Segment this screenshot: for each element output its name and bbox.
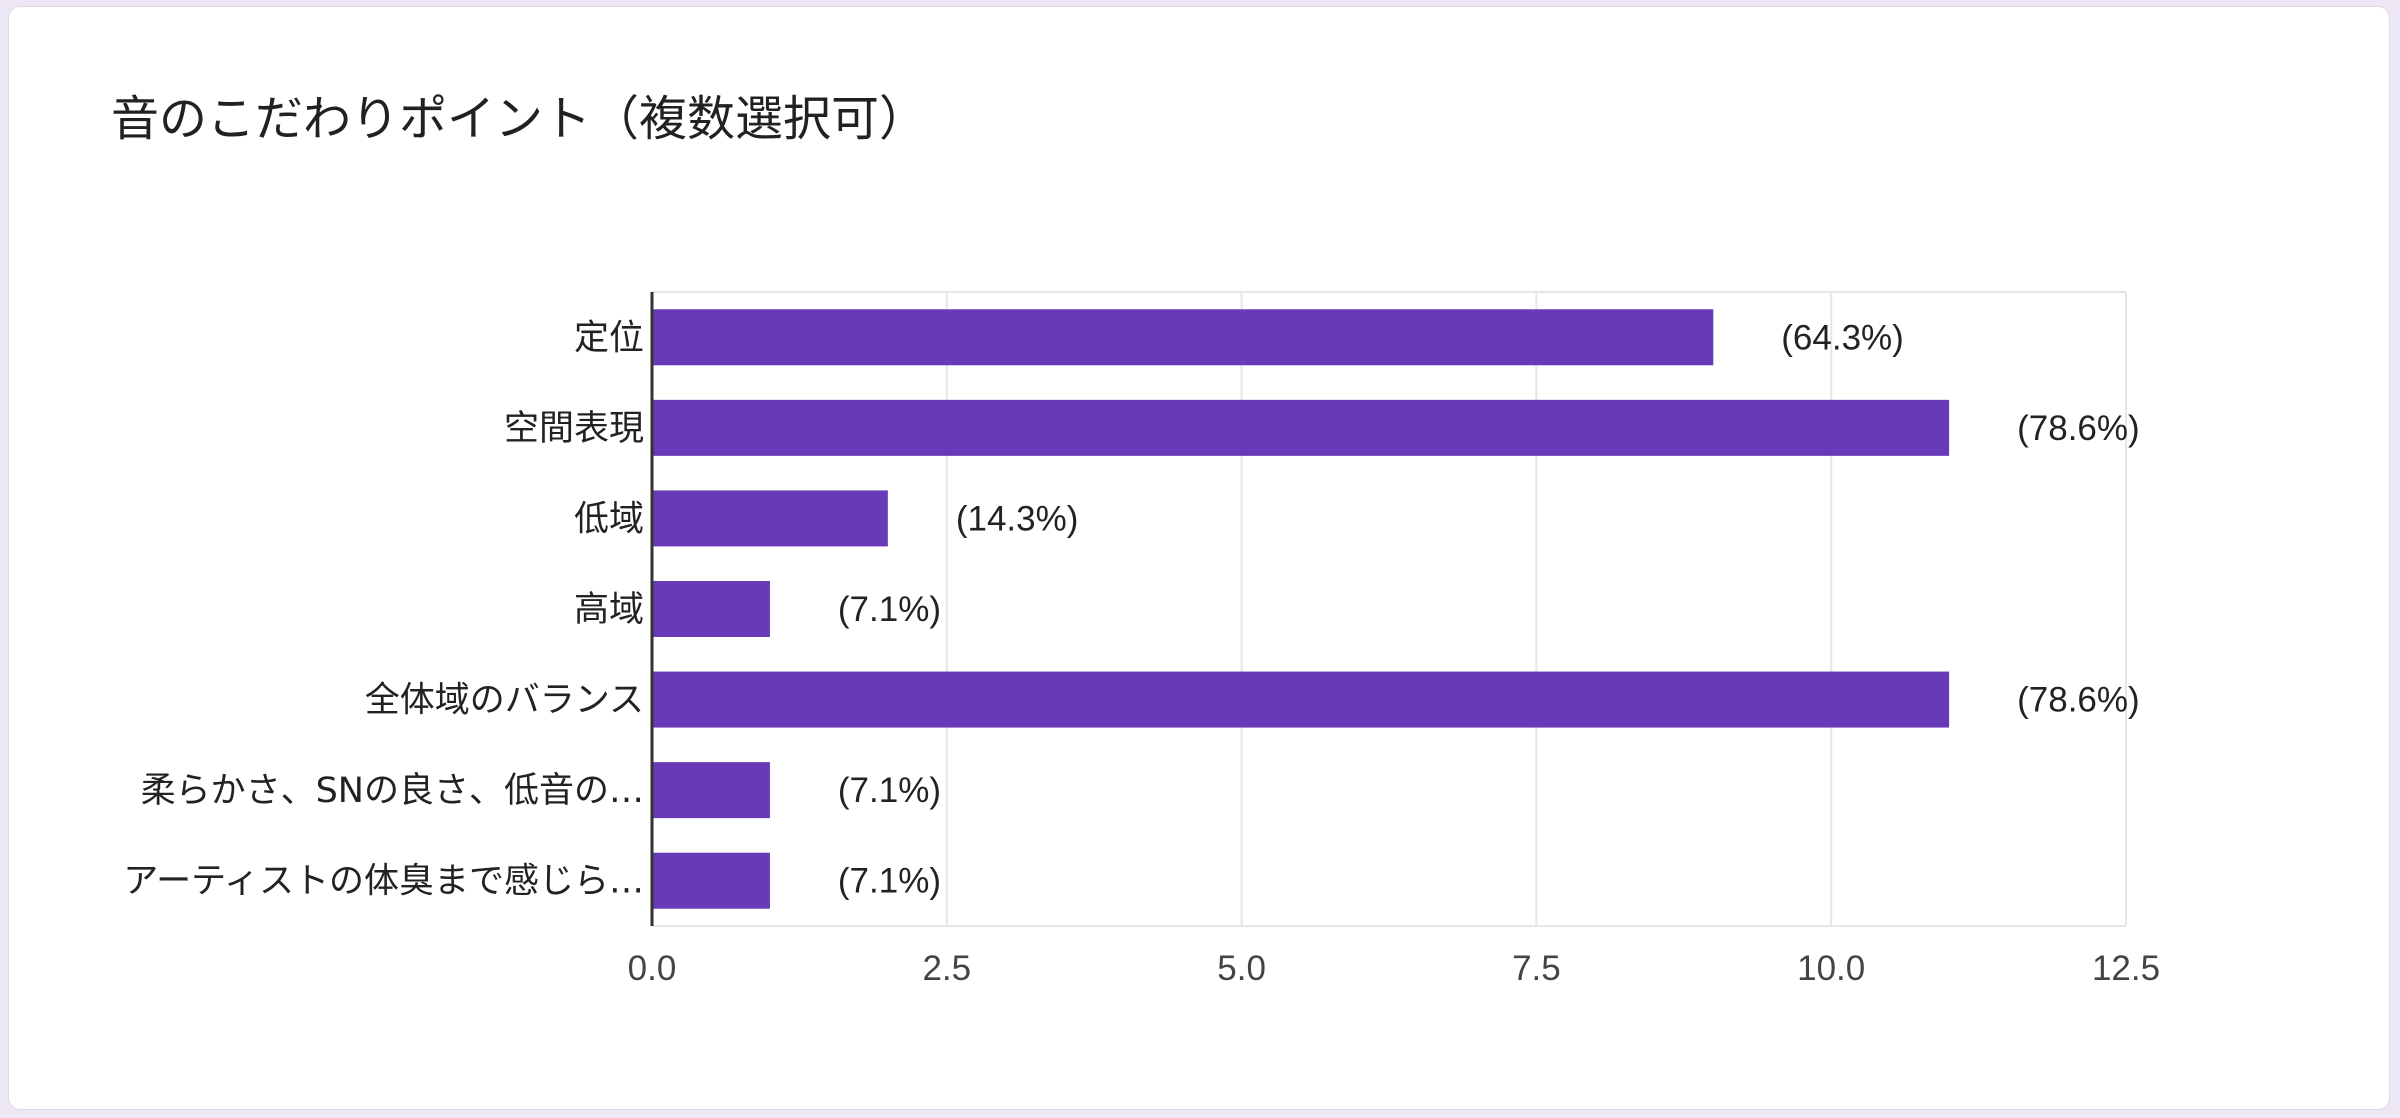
data-label: (7.1%)	[838, 590, 941, 629]
bars	[652, 309, 1950, 909]
x-tick-label: 12.5	[2092, 949, 2160, 988]
x-tick-label: 2.5	[922, 949, 971, 988]
bar	[652, 490, 888, 547]
category-label: 定位	[574, 318, 644, 358]
grid-lines	[652, 291, 2127, 927]
data-label: (7.1%)	[838, 771, 941, 810]
labels: 0.0 2.5 5.0 7.5 10.0 12.5 定位 (64.3%) 空間表現 (78.6%)…	[123, 318, 2160, 988]
category-label: 高域	[574, 590, 644, 630]
bar	[652, 581, 770, 637]
bar	[652, 399, 1950, 456]
data-label: (7.1%)	[838, 862, 941, 901]
data-label: (64.3%)	[1781, 318, 1904, 357]
data-label: (78.6%)	[2017, 409, 2140, 448]
category-label: 柔らかさ、SNの良さ、低音の…	[141, 771, 644, 811]
x-tick-label: 7.5	[1512, 949, 1561, 988]
bar	[652, 309, 1714, 366]
category-label: 全体域のバランス	[365, 681, 644, 721]
bar	[652, 852, 770, 909]
category-label: アーティストの体臭まで感じら…	[123, 862, 644, 902]
chart-title: 音のこだわりポイント（複数選択可）	[111, 91, 928, 147]
data-label: (14.3%)	[956, 499, 1079, 538]
category-label: 空間表現	[504, 409, 644, 449]
x-tick-label: 5.0	[1217, 949, 1266, 988]
data-label: (78.6%)	[2017, 681, 2140, 720]
category-label: 低域	[574, 499, 644, 539]
x-tick-label: 10.0	[1797, 949, 1865, 988]
x-tick-label: 0.0	[628, 949, 677, 988]
bar	[652, 671, 1950, 728]
bar	[652, 762, 770, 819]
